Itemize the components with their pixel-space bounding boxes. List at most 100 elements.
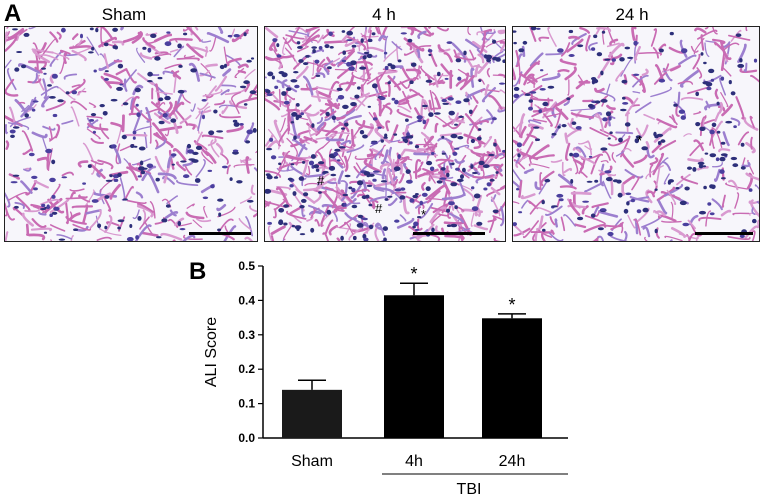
tissue-strand xyxy=(33,180,49,189)
tissue-strand xyxy=(513,66,517,81)
tissue-nucleus xyxy=(642,207,649,213)
tissue-nucleus xyxy=(51,194,56,199)
tissue-strand xyxy=(337,153,346,168)
tissue-strand xyxy=(710,132,715,149)
tissue-nucleus xyxy=(720,76,725,81)
tissue-strand xyxy=(337,195,347,204)
tissue-strand xyxy=(307,173,324,178)
tissue-strand xyxy=(416,218,423,231)
tissue-nucleus xyxy=(201,99,207,102)
tissue-strand xyxy=(315,121,327,136)
tissue-strand xyxy=(240,158,252,163)
tissue-nucleus xyxy=(428,112,434,117)
tissue-nucleus xyxy=(9,129,16,134)
tissue-nucleus xyxy=(195,145,203,150)
tissue-strand xyxy=(528,163,550,169)
tissue-nucleus xyxy=(283,222,288,226)
tissue-strand xyxy=(344,38,359,47)
tissue-strand xyxy=(423,101,428,110)
tissue-strand xyxy=(377,70,398,75)
tissue-nucleus xyxy=(492,209,499,214)
tissue-strand xyxy=(154,51,169,55)
tissue-strand xyxy=(97,159,114,170)
tissue-nucleus xyxy=(104,77,109,81)
tissue-nucleus xyxy=(104,70,109,73)
tissue-strand xyxy=(487,217,497,223)
tissue-strand xyxy=(437,155,451,166)
tissue-strand xyxy=(452,117,465,130)
tissue-strand xyxy=(694,27,707,34)
tissue-strand xyxy=(277,127,289,147)
tissue-nucleus xyxy=(270,155,277,160)
tissue-nucleus xyxy=(680,115,686,120)
tissue-nucleus xyxy=(558,198,564,202)
tissue-nucleus xyxy=(627,56,634,59)
tissue-strand xyxy=(656,118,678,129)
tissue-strand xyxy=(434,96,442,110)
tissue-strand xyxy=(537,106,553,110)
tissue-strand xyxy=(513,168,522,182)
tissue-nucleus xyxy=(513,86,520,91)
tissue-nucleus xyxy=(609,131,613,134)
tissue-strand xyxy=(669,239,673,241)
tissue-texture xyxy=(265,27,505,241)
tissue-strand xyxy=(244,122,255,143)
tissue-nucleus xyxy=(600,70,604,76)
tissue-strand xyxy=(598,169,617,177)
tissue-strand xyxy=(299,34,320,49)
tissue-nucleus xyxy=(372,117,378,121)
tissue-strand xyxy=(644,236,648,241)
tissue-nucleus xyxy=(10,181,18,184)
tissue-strand xyxy=(324,186,347,198)
tissue-strand xyxy=(600,160,609,164)
tissue-strand xyxy=(536,215,544,232)
tissue-strand xyxy=(472,95,479,104)
tissue-nucleus xyxy=(706,86,712,91)
tissue-nucleus xyxy=(681,48,688,54)
tissue-nucleus xyxy=(344,174,351,178)
tissue-strand xyxy=(477,78,485,85)
tissue-strand xyxy=(711,198,723,211)
tissue-strand xyxy=(476,31,486,36)
tissue-strand xyxy=(122,69,137,88)
tissue-nucleus xyxy=(513,30,517,33)
tissue-strand xyxy=(447,192,455,211)
tissue-strand xyxy=(271,93,288,108)
tissue-strand xyxy=(590,153,604,175)
tissue-strand xyxy=(518,179,523,198)
tissue-strand xyxy=(426,190,441,204)
tissue-strand xyxy=(345,223,352,235)
tissue-nucleus xyxy=(372,178,377,182)
tissue-nucleus xyxy=(357,214,364,219)
tissue-strand xyxy=(645,189,653,204)
tissue-strand xyxy=(168,101,185,118)
tissue-strand xyxy=(197,102,209,111)
tissue-nucleus xyxy=(344,122,349,127)
tissue-strand xyxy=(631,27,637,41)
tissue-nucleus xyxy=(732,163,739,168)
tissue-strand xyxy=(743,62,748,73)
tissue-strand xyxy=(46,151,50,171)
tissue-nucleus xyxy=(341,30,346,33)
tissue-strand xyxy=(608,137,630,147)
tissue-strand xyxy=(757,219,759,229)
tissue-strand xyxy=(679,39,688,58)
tissue-strand xyxy=(484,84,490,96)
tissue-strand xyxy=(14,201,25,209)
tissue-strand xyxy=(653,127,672,143)
tissue-strand xyxy=(439,132,462,137)
group-label: TBI xyxy=(457,481,482,498)
tissue-strand xyxy=(745,141,756,154)
tissue-nucleus xyxy=(233,34,240,38)
tissue-strand xyxy=(217,27,224,34)
tissue-strand xyxy=(27,233,46,241)
y-tick-label: 0.1 xyxy=(238,397,255,411)
tissue-strand xyxy=(454,55,477,61)
tissue-strand xyxy=(5,231,9,241)
tissue-strand xyxy=(383,45,401,62)
tissue-nucleus xyxy=(105,179,113,182)
tissue-nucleus xyxy=(134,87,141,93)
tissue-strand xyxy=(338,81,357,88)
tissue-nucleus xyxy=(455,100,462,104)
tissue-strand xyxy=(513,148,522,159)
